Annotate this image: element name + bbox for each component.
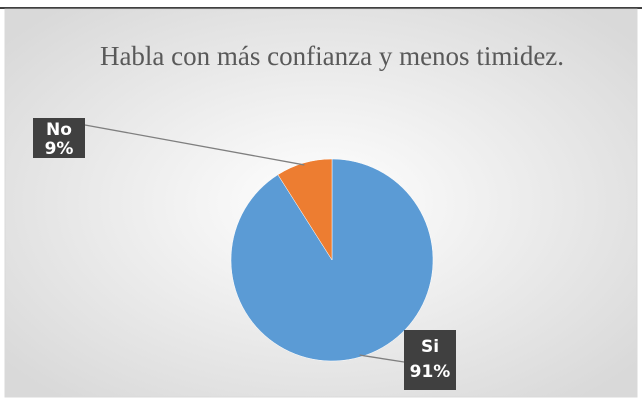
data-label-value: 9% [45,139,74,159]
data-label-category: No [46,120,72,140]
leader-line [84,124,305,166]
data-label-box [33,118,85,158]
data-label-value: 91% [410,362,451,382]
data-label-box [404,330,456,390]
pie: Si 91% No9% [33,118,456,390]
data-label-category: Si [421,337,439,357]
pie-slice [277,158,333,261]
leader-line [359,354,405,363]
chart-title: Habla con más confianza y menos timidez. [99,41,565,71]
